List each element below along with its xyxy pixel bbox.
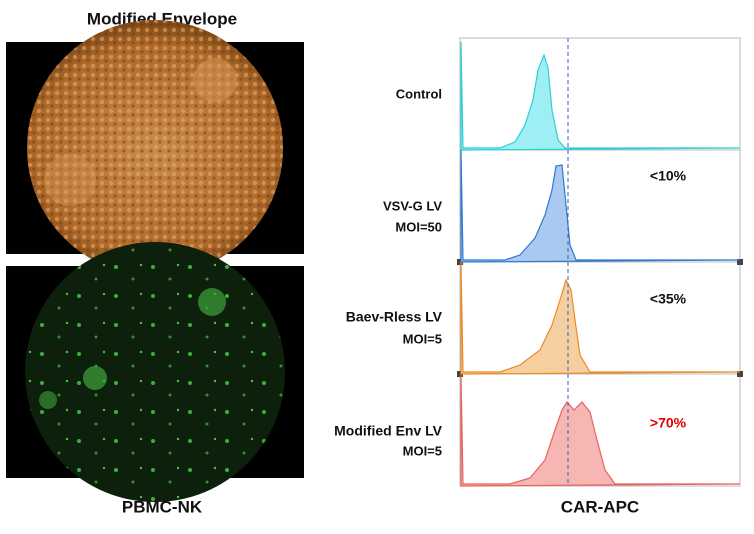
brightfield-image: [27, 20, 283, 276]
percent-label: <10%: [650, 168, 687, 184]
left-caption: PBMC-NK: [122, 497, 203, 516]
row-label: Modified Env LV: [334, 423, 443, 439]
percent-label: <35%: [650, 291, 687, 307]
handles: [457, 259, 743, 377]
row-label: Control: [396, 86, 442, 101]
histogram-panels: [459, 37, 741, 487]
histogram-modified: [460, 374, 741, 487]
histogram-baev: [460, 261, 741, 375]
histogram-vsvg: [460, 149, 741, 263]
row-moi: MOI=5: [403, 443, 442, 458]
row-label: Baev-Rless LV: [346, 309, 443, 325]
histogram-control: [460, 41, 741, 151]
axis-label: CAR-APC: [561, 497, 639, 516]
row-moi: MOI=5: [403, 331, 442, 346]
fluorescence-image: [25, 242, 285, 502]
row-moi: MOI=50: [395, 219, 442, 234]
row-label: VSV-G LV: [383, 198, 442, 213]
percent-label: >70%: [650, 415, 687, 431]
